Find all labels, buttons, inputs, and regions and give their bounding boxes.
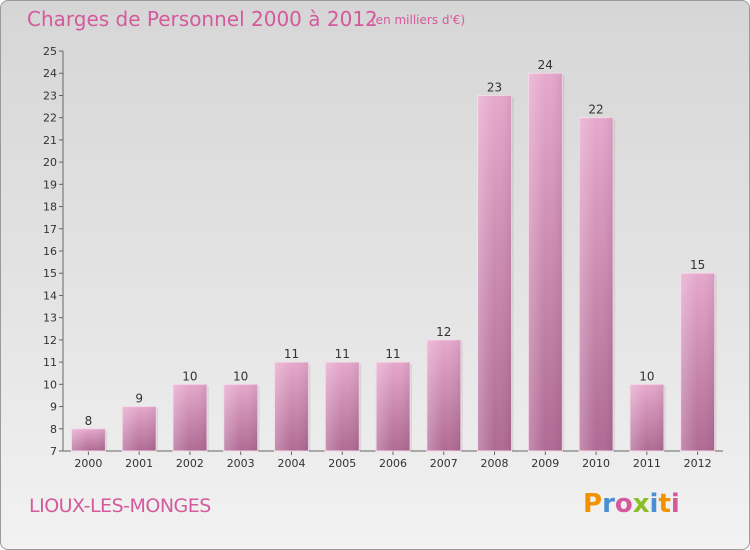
bar-highlight [579,117,614,452]
logo-letter: i [670,489,680,519]
x-tick-label: 2009 [531,457,559,470]
data-label: 12 [436,325,451,339]
x-tick-label: 2003 [227,457,255,470]
labels-group: 2000 8 2001 9 2002 10 2003 10 2004 11 2005 11 2006 11… [74,58,711,470]
x-tick-label: 2002 [176,457,204,470]
y-tick-label: 15 [43,267,57,280]
logo-letter: o [614,489,633,519]
x-tick-label: 2001 [125,457,153,470]
y-tick-label: 11 [43,356,57,369]
data-label: 15 [690,258,705,272]
data-label: 11 [335,347,350,361]
bar-highlight [223,384,258,451]
y-tick-label: 21 [43,134,57,147]
y-tick-label: 16 [43,245,57,258]
bar-highlight [528,73,563,451]
bar-highlight [274,362,309,451]
bar-highlight [426,339,461,451]
logo-letter: P [583,489,603,519]
logo-letter: i [649,489,659,519]
y-tick-label: 22 [43,112,57,125]
data-label: 10 [182,369,197,383]
y-tick-label: 14 [43,289,57,302]
chart-title: Charges de Personnel 2000 à 2012 [27,7,378,31]
y-tick-label: 9 [50,401,57,414]
bar-highlight [376,362,410,451]
bar-highlight [122,406,157,451]
data-label: 11 [385,347,400,361]
place-name: LIOUX-LES-MONGES [29,495,211,517]
x-tick-label: 2010 [582,457,610,470]
y-tick-label: 17 [43,223,57,236]
x-tick-label: 2006 [379,457,407,470]
logo-letter: r [602,489,615,519]
logo-letter: t [658,489,671,519]
y-tick-label: 8 [50,423,57,436]
bar-highlight [325,362,360,451]
data-label: 8 [85,414,93,428]
logo-letter: x [632,489,650,519]
bar-highlight [629,384,664,451]
x-tick-label: 2007 [430,457,458,470]
data-label: 10 [233,369,248,383]
bar-highlight [71,428,106,451]
y-tick-label: 25 [43,45,57,58]
data-label: 24 [538,58,553,72]
bars-group [70,72,717,452]
bar-highlight [172,384,207,451]
x-tick-label: 2012 [684,457,712,470]
data-label: 22 [588,103,603,117]
x-tick-label: 2011 [633,457,661,470]
x-tick-label: 2005 [328,457,356,470]
data-label: 23 [487,80,502,94]
data-label: 10 [639,369,654,383]
y-tick-label: 18 [43,201,57,214]
axes-group: 7 8 9 10 11 12 13 14 15 16 17 18 19 20 21 22 23 24 25 [43,45,723,458]
y-tick-label: 19 [43,178,57,191]
data-label: 9 [135,392,143,406]
bar-highlight [477,95,512,451]
y-tick-label: 24 [43,67,57,80]
y-tick-label: 20 [43,156,57,169]
chart-subtitle: (en milliers d'€) [371,13,466,27]
y-tick-label: 10 [43,378,57,391]
bar-highlight [680,273,715,451]
y-tick-label: 13 [43,312,57,325]
data-label: 11 [284,347,299,361]
x-tick-label: 2000 [74,457,102,470]
y-tick-label: 23 [43,89,57,102]
x-tick-label: 2008 [481,457,509,470]
y-tick-label: 12 [43,334,57,347]
x-tick-label: 2004 [277,457,305,470]
proxiti-logo: Proxiti [583,489,680,519]
y-tick-label: 7 [50,445,57,458]
